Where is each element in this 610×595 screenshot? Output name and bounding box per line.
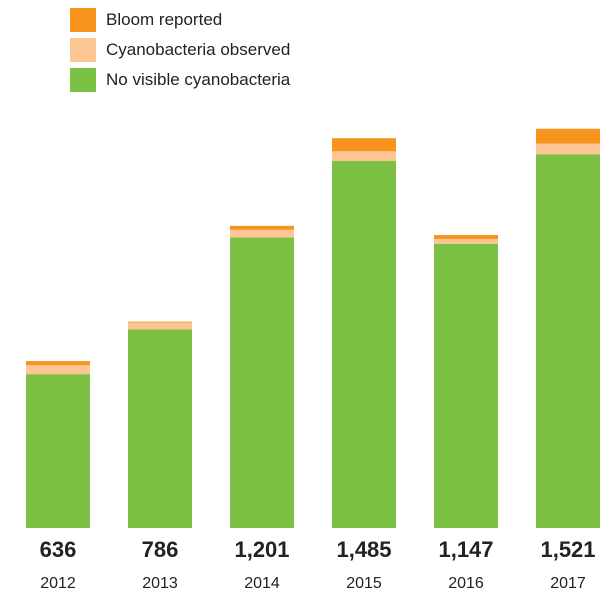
bar-segment-bloom-2014 bbox=[230, 225, 294, 230]
bar-segment-cyanobacteria-2014 bbox=[230, 229, 294, 238]
bar-segment-bloom-2017 bbox=[536, 128, 600, 144]
total-label-2017: 1,521 bbox=[540, 537, 595, 562]
legend-label-no-visible: No visible cyanobacteria bbox=[106, 70, 291, 89]
year-label-2013: 2013 bbox=[142, 575, 178, 592]
legend-label-cyanobacteria: Cyanobacteria observed bbox=[106, 40, 291, 59]
bar-segment-cyanobacteria-2017 bbox=[536, 143, 600, 155]
legend-item-no-visible: No visible cyanobacteria bbox=[70, 65, 290, 95]
bar-segment-no-visible-2015 bbox=[332, 161, 396, 528]
bar-segment-no-visible-2017 bbox=[536, 154, 600, 528]
legend-item-bloom: Bloom reported bbox=[70, 5, 290, 35]
total-label-2014: 1,201 bbox=[234, 537, 289, 562]
year-label-2015: 2015 bbox=[346, 575, 382, 592]
bar-segment-no-visible-2013 bbox=[128, 329, 192, 528]
total-label-2013: 786 bbox=[142, 537, 179, 562]
bar-segment-no-visible-2016 bbox=[434, 243, 498, 528]
legend-swatch-bloom bbox=[70, 8, 96, 32]
legend-swatch-cyanobacteria bbox=[70, 38, 96, 62]
bar-segment-cyanobacteria-2016 bbox=[434, 238, 498, 244]
bar-segment-bloom-2016 bbox=[434, 235, 498, 239]
legend-item-cyanobacteria: Cyanobacteria observed bbox=[70, 35, 290, 65]
bar-segment-bloom-2013 bbox=[128, 321, 192, 323]
bar-segment-no-visible-2014 bbox=[230, 237, 294, 528]
year-label-2017: 2017 bbox=[550, 575, 586, 592]
legend-swatch-no-visible bbox=[70, 68, 96, 92]
bar-segment-no-visible-2012 bbox=[26, 374, 90, 528]
bar-segment-cyanobacteria-2012 bbox=[26, 365, 90, 375]
year-label-2016: 2016 bbox=[448, 575, 484, 592]
bar-segment-cyanobacteria-2015 bbox=[332, 151, 396, 162]
year-label-2012: 2012 bbox=[40, 575, 76, 592]
year-label-2014: 2014 bbox=[244, 575, 280, 592]
bar-segment-bloom-2015 bbox=[332, 138, 396, 152]
bar-segment-bloom-2012 bbox=[26, 361, 90, 366]
bar-segment-cyanobacteria-2013 bbox=[128, 322, 192, 330]
legend-label-bloom: Bloom reported bbox=[106, 10, 223, 29]
total-label-2016: 1,147 bbox=[438, 537, 493, 562]
chart-legend: Bloom reported Cyanobacteria observed No… bbox=[70, 5, 290, 95]
total-label-2015: 1,485 bbox=[336, 537, 391, 562]
total-label-2012: 636 bbox=[40, 537, 77, 562]
